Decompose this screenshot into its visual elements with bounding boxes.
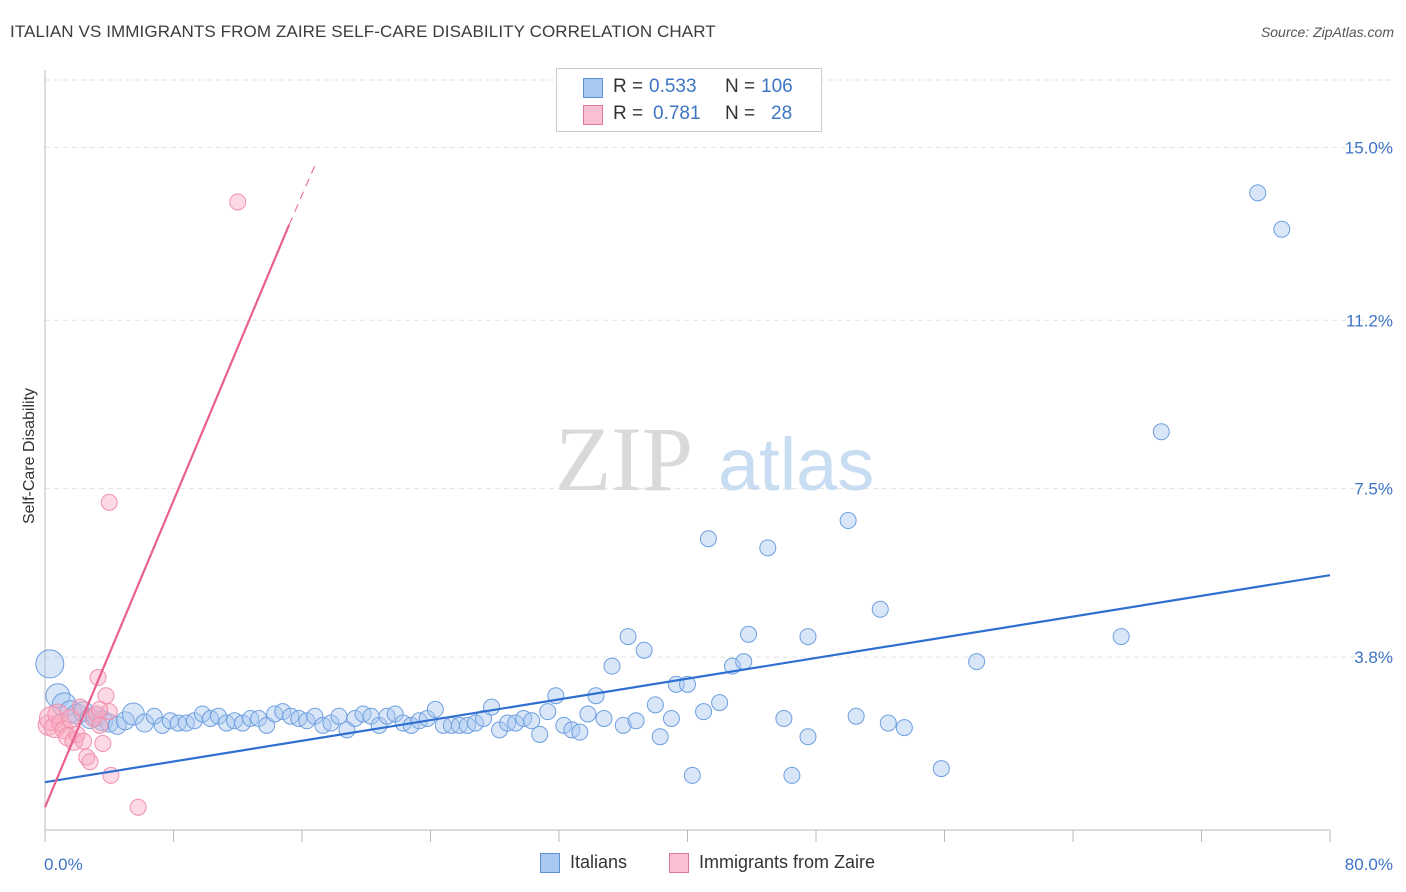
italians-point [483,698,501,716]
r-value: 0.533 [649,76,697,97]
zaire-point [91,700,109,718]
zaire-point [61,709,81,729]
y-tick-label: 3.8% [1354,648,1393,667]
italians-point [839,512,857,530]
source-credit: Source: ZipAtlas.com [1260,24,1394,40]
y-tick-label: 7.5% [1354,480,1393,499]
zaire-point [229,193,247,211]
zaire-swatch [583,105,603,125]
italians-point [847,707,865,725]
watermark-atlas: atlas [718,423,874,506]
italians-point [531,725,549,743]
zaire-point [94,735,112,753]
italians-point [539,703,557,721]
italians-point [968,653,986,671]
italians-point [45,683,71,709]
gridlines [45,79,1392,658]
n-label: N = [725,76,756,97]
zaire-point [97,687,115,705]
tick-labels: 3.8% 7.5% 11.2% 15.0% 0.0% 80.0% [44,138,1393,874]
n-label: N = [725,103,756,124]
italians-point [799,728,817,746]
italians-point [646,696,664,714]
italians-point [895,719,913,737]
r-label: R = [613,76,644,97]
italians-point [783,766,801,784]
zaire-trend-extension [288,165,316,225]
italians-point [59,700,83,724]
zaire-legend-swatch [669,853,689,873]
italians-point [711,694,729,712]
italians-point [619,628,637,646]
italians-point [635,641,653,659]
italians-point [298,712,316,730]
italians-point [595,710,613,728]
legend-label: Italians [570,852,628,872]
zaire-point [81,753,99,771]
zaire-point [91,716,109,734]
italians-point [523,712,541,730]
italians-point [740,625,758,643]
italians-point [603,657,621,675]
italians-point [274,703,292,721]
legend-label: Immigrants from Zaire [699,852,876,872]
n-value: 28 [771,103,793,124]
zaire-trend-line [43,224,291,808]
zaire-point [129,798,147,816]
italians-point [651,728,669,746]
x-tick-label: 80.0% [1345,855,1393,874]
italians-point [775,710,793,728]
axes [44,70,1331,842]
chart-title: ITALIAN VS IMMIGRANTS FROM ZAIRE SELF-CA… [10,22,716,41]
italians-point [587,687,605,705]
italians-point [135,713,155,733]
italians-point [1249,184,1267,202]
italians-point [683,766,701,784]
italians-point [1273,220,1291,238]
italians-point [699,530,717,548]
italians-point [662,710,680,728]
italians-point [932,760,950,778]
italians-point [579,705,597,723]
italians-point [1152,423,1170,441]
y-axis-label: Self-Care Disability [21,388,38,524]
italians-point [466,714,484,732]
italians-point [799,628,817,646]
italians-point [614,716,632,734]
trend-lines [43,165,1331,808]
italians-point [695,703,713,721]
italians-point [234,714,252,732]
italians-swatch [583,78,603,98]
zaire-point [78,748,96,766]
r-label: R = [613,103,644,124]
italians-point [759,539,777,557]
italians-point [555,716,573,734]
italians-trend-line [44,574,1331,784]
italians-point [735,653,753,671]
italians-point [426,700,444,718]
italians-legend-swatch [540,853,560,873]
italians-point [1112,628,1130,646]
italians-point [571,723,589,741]
data-points [35,184,1291,816]
zaire-point [75,732,93,750]
watermark-zip: ZIP [555,408,693,510]
r-value: 0.781 [653,103,701,124]
italians-point [627,712,645,730]
x-tick-label: 0.0% [44,855,83,874]
italians-point [35,649,65,679]
italians-point [879,714,897,732]
y-tick-label: 15.0% [1345,138,1393,157]
zaire-point [100,493,118,511]
n-value: 106 [761,76,793,97]
stats-legend: R = 0.533 N = 106 R = 0.781 N = 28 [556,68,822,132]
y-tick-label: 11.2% [1346,311,1393,330]
zaire-point [84,710,102,728]
zaire-point [87,705,105,723]
italians-point [871,600,889,618]
